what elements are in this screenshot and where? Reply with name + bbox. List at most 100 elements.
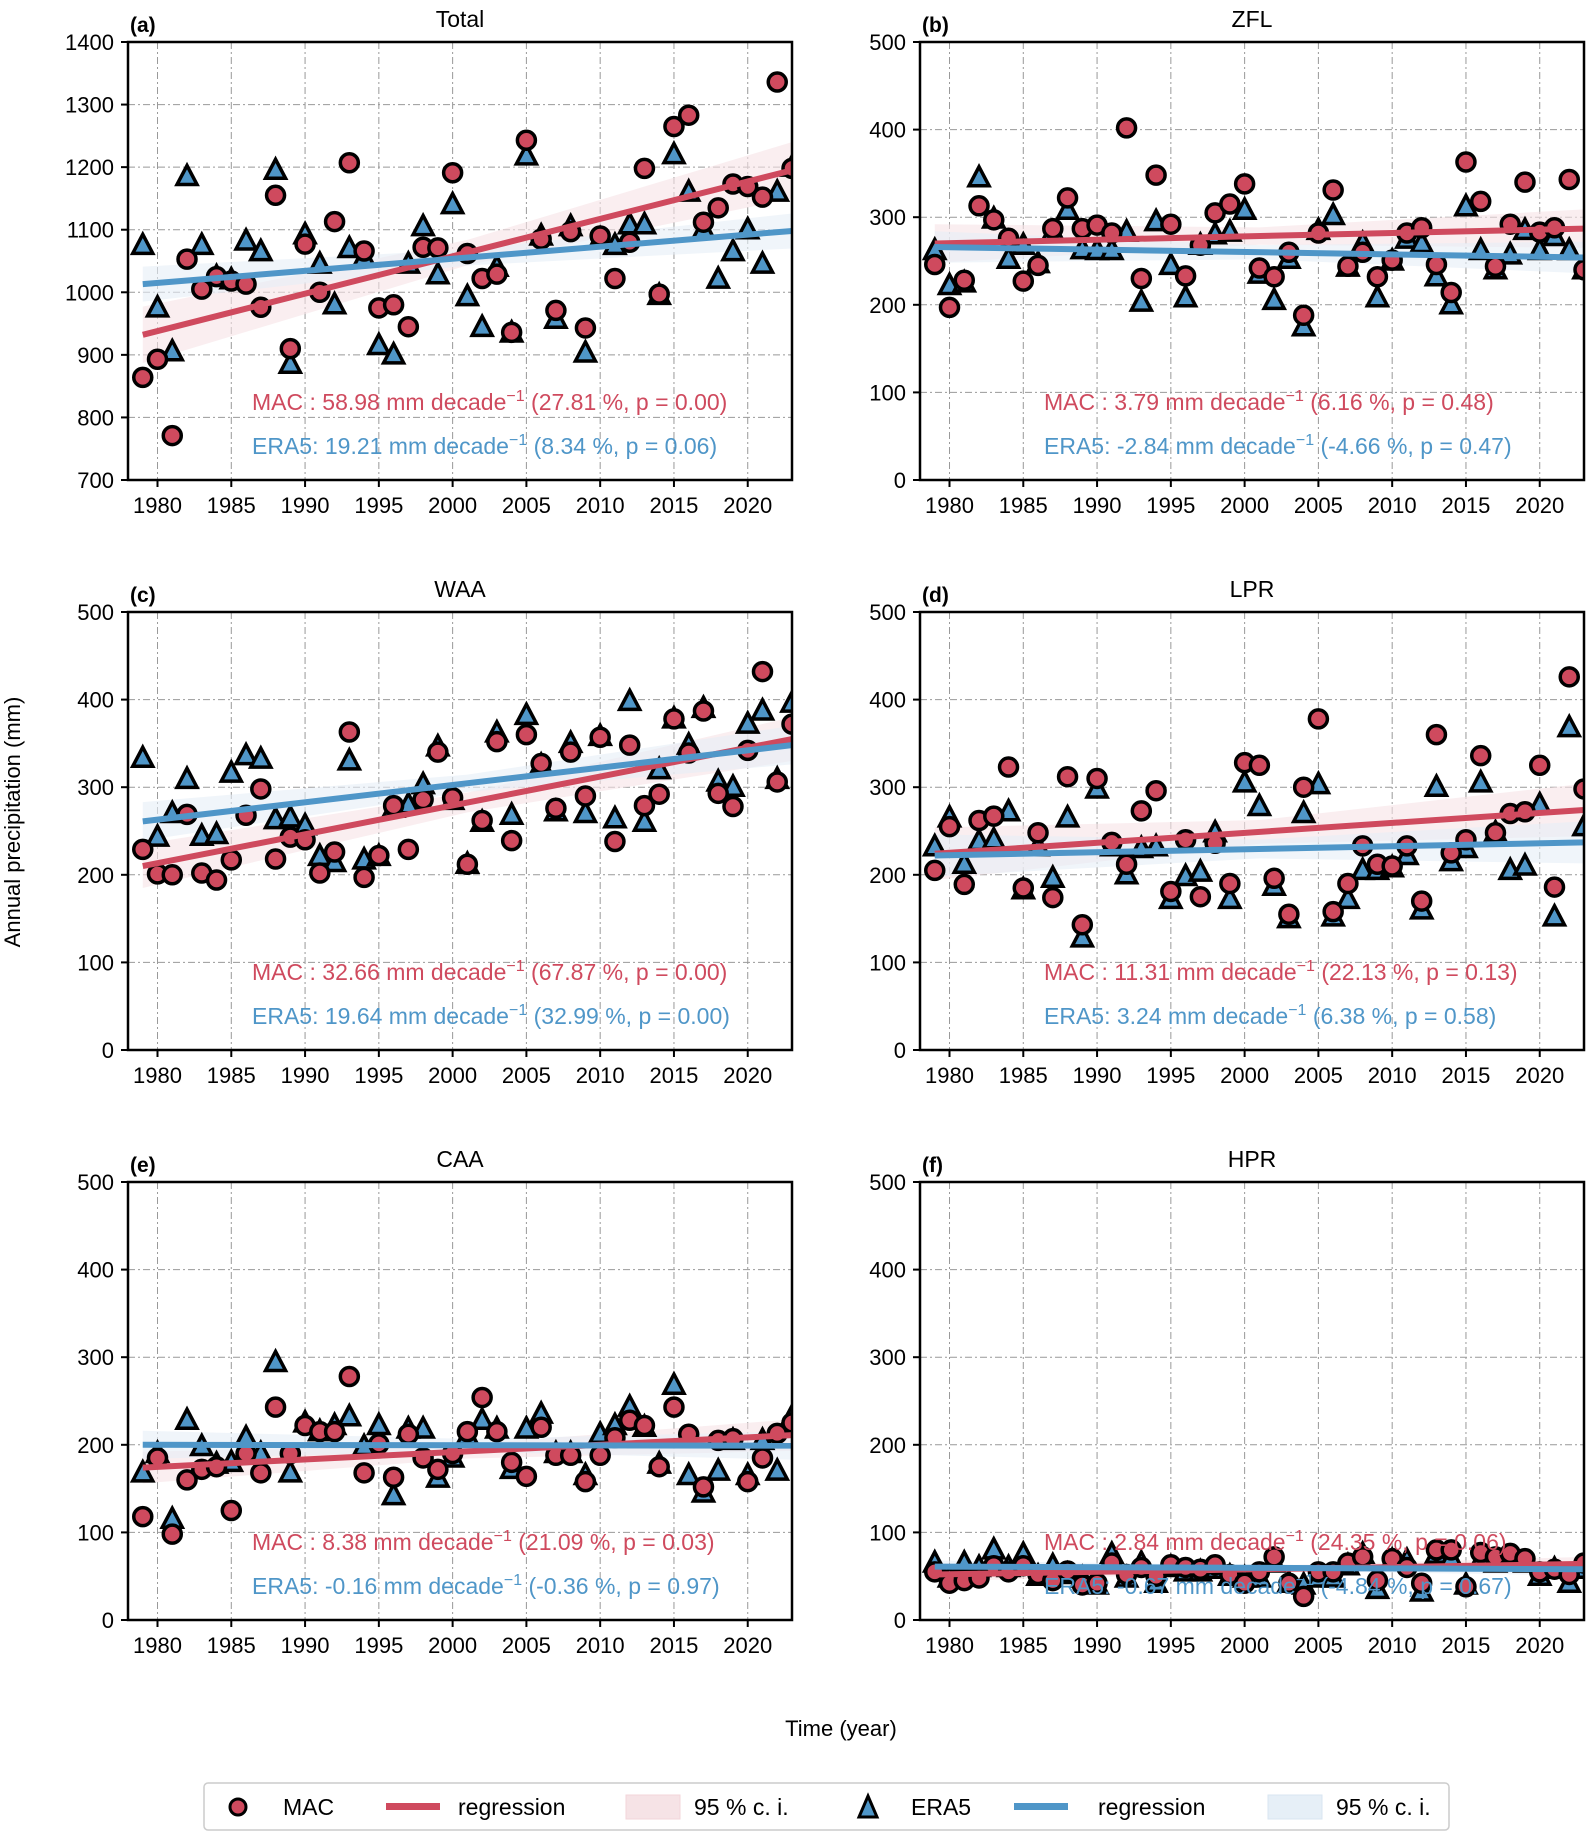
mac-point	[1263, 867, 1285, 890]
era5-point	[1069, 923, 1096, 948]
mac-point	[1086, 767, 1108, 790]
era5-point	[144, 293, 171, 318]
era5-point	[1349, 855, 1376, 881]
x-tick-label: 1990	[281, 493, 330, 518]
x-tick-label: 1980	[133, 1633, 182, 1658]
mac-point	[766, 71, 788, 93]
x-tick-label: 1980	[133, 1063, 182, 1088]
mac-point	[500, 829, 523, 852]
mac-point	[338, 721, 361, 743]
mac-point	[1012, 270, 1035, 292]
x-tick-label: 2005	[1294, 1063, 1343, 1088]
era5-regression-line	[934, 1563, 1584, 1573]
mac-point	[1130, 800, 1153, 822]
x-axis-label: Time (year)	[785, 1716, 897, 1741]
mac-point	[220, 849, 243, 871]
mac-point	[692, 1476, 715, 1498]
mac-point	[953, 873, 976, 896]
mac-point	[530, 1416, 552, 1439]
x-tick-label: 1990	[1073, 1633, 1122, 1658]
mac-point	[500, 1451, 523, 1474]
legend-era5-label: ERA5	[911, 1794, 971, 1820]
mac-point	[751, 1447, 774, 1469]
mac-point	[722, 795, 744, 818]
mac-point	[968, 195, 990, 217]
mac-point	[1042, 217, 1064, 240]
mac-point	[471, 1386, 493, 1409]
mac-point	[663, 115, 685, 138]
era5-point	[454, 281, 481, 307]
panel-hpr: 1980 1985 1990 1995 2000 2005 2010 2015 2020 0 100…	[869, 1146, 1586, 1658]
mac-point	[250, 1462, 272, 1484]
mac-point	[589, 726, 611, 749]
era5-point	[1541, 902, 1568, 927]
era5-point	[1571, 811, 1584, 837]
x-tick-label: 2000	[1220, 493, 1269, 518]
era5-point	[513, 700, 540, 726]
x-tick-label: 2020	[1515, 1063, 1564, 1088]
era5-point	[749, 249, 776, 274]
mac-point	[1366, 1569, 1389, 1592]
x-tick-label: 1990	[281, 1633, 330, 1658]
era5-point	[410, 211, 437, 237]
era5-point	[380, 1480, 407, 1506]
y-tick-label: 500	[869, 600, 906, 625]
era5-regression-line	[142, 1441, 792, 1449]
x-tick-label: 2000	[428, 1633, 477, 1658]
era5-point	[1039, 863, 1066, 889]
mac-trend-annotation: MAC : 32.66 mm decade−1 (67.87 %, p = 0.…	[252, 958, 727, 985]
x-tick-label: 1985	[999, 1633, 1048, 1658]
mac-point	[161, 864, 184, 886]
mac-point	[1056, 187, 1079, 209]
mac-point	[1233, 1572, 1256, 1594]
x-tick-label: 2010	[1368, 493, 1417, 518]
y-tick-label: 500	[869, 1170, 906, 1195]
y-tick-label: 400	[77, 1258, 114, 1283]
y-tick-label: 0	[894, 468, 906, 493]
mac-point	[677, 104, 700, 126]
legend-mac-marker	[228, 1797, 248, 1817]
panel-title: CAA	[436, 1146, 484, 1172]
mac-point	[309, 862, 331, 884]
mac-point	[1292, 776, 1315, 798]
era5-point	[1423, 772, 1450, 797]
axes-frame	[126, 40, 794, 482]
era5-point	[321, 290, 348, 315]
mac-point	[1337, 872, 1359, 895]
era5-point	[262, 1347, 289, 1373]
mac-point	[604, 830, 626, 853]
y-tick-label: 400	[77, 688, 114, 713]
y-tick-label: 300	[869, 205, 906, 230]
mac-point	[1425, 723, 1448, 746]
mac-point	[1440, 1539, 1462, 1561]
mac-point	[397, 838, 420, 861]
x-tick-label: 1985	[207, 1063, 256, 1088]
era5-point	[424, 260, 451, 285]
y-tick-label: 100	[869, 950, 906, 975]
panel-waa: 1980 1985 1990 1995 2000 2005 2010 2015 2020 0 100…	[77, 576, 794, 1088]
mac-point	[1263, 266, 1285, 288]
mac-point	[353, 240, 375, 262]
era5-point	[966, 163, 992, 188]
mac-point	[633, 157, 656, 180]
mac-point	[997, 756, 1020, 778]
mac-point	[1322, 179, 1344, 201]
era5-point	[1438, 290, 1465, 315]
mac-point	[1322, 900, 1344, 923]
x-tick-label: 2015	[1441, 1633, 1490, 1658]
era5-point	[1467, 768, 1494, 793]
x-tick-label: 1995	[1146, 1633, 1195, 1658]
x-tick-label: 1990	[1073, 493, 1122, 518]
era5-point	[1261, 285, 1288, 311]
era5-point	[129, 1458, 156, 1483]
panel-title: ZFL	[1232, 6, 1273, 32]
era5-point	[336, 1402, 363, 1427]
mac-point	[1145, 779, 1167, 802]
y-tick-label: 1200	[65, 155, 114, 180]
era5-regression-line	[142, 742, 792, 825]
mac-point	[441, 162, 464, 184]
era5-point	[1423, 262, 1450, 287]
era5-point	[277, 1458, 304, 1483]
era5-point	[233, 740, 259, 766]
mac-point	[132, 1505, 154, 1528]
